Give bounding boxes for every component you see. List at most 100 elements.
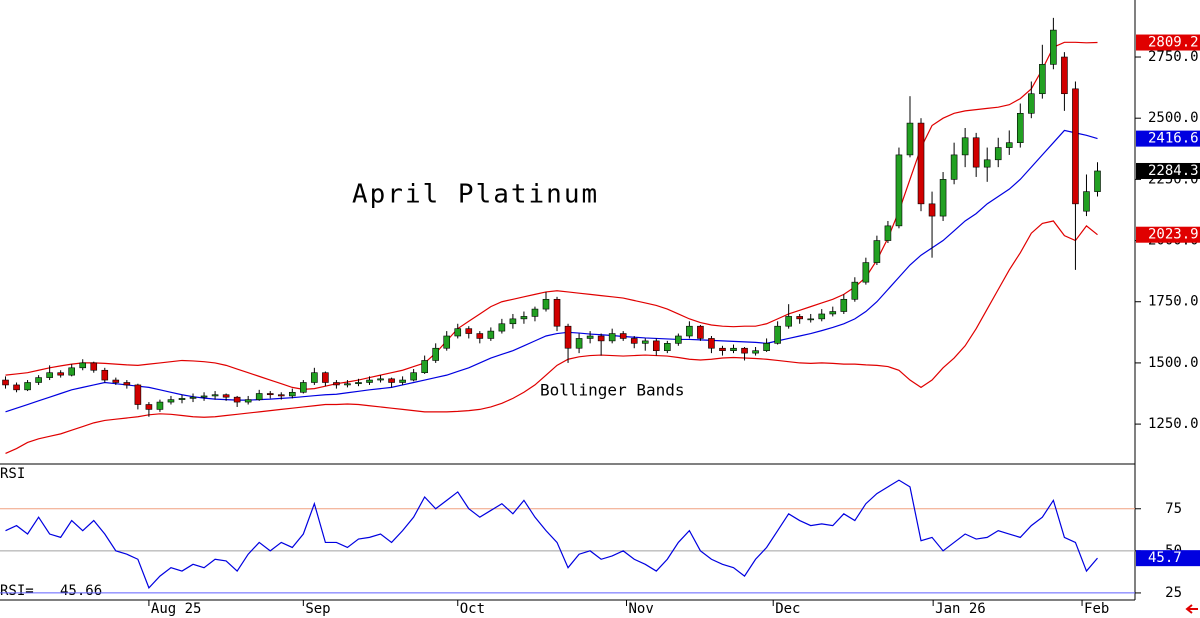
rsi-readout-value: 45.66 [60,583,102,599]
candle-body [2,379,9,386]
candle-body [873,240,881,263]
close-last-label: 2284.3 [1148,163,1199,179]
candle-body [156,401,164,410]
candle-body [586,335,594,339]
rsi-readout-label: RSI= [0,583,34,599]
y-tick-label: 25 [1165,585,1182,601]
candle-body [619,333,627,339]
candle-body [399,379,406,383]
candle-body [730,347,737,351]
candle-body [652,340,660,351]
candle-body [1072,88,1079,205]
candle-body [928,203,936,217]
bollinger-band [5,220,1098,455]
rsi-last-box [1136,550,1200,567]
candle-body [575,338,583,349]
candle-body [35,377,42,383]
y-tick-label: 1750.0 [1148,294,1199,310]
candle-body [840,298,848,312]
candle-body [531,308,539,317]
candle-body [366,379,373,383]
candle-body [708,338,715,349]
candle-body [244,399,252,403]
candle-body [90,362,98,371]
x-tick-label: Nov [629,601,654,617]
candle-body [288,391,296,397]
candle-body [487,330,495,339]
candle-body [1005,142,1013,148]
candle-body [145,404,153,410]
candle-body [851,281,859,300]
candle-body [1039,64,1046,95]
candle-body [1016,113,1024,143]
candle-body [112,379,120,383]
y-tick-label: 1500.0 [1148,355,1199,371]
candle-body [862,262,870,283]
x-tick-label: Feb [1084,601,1109,617]
candle-body [630,338,638,344]
band-last-label: 2023.9 [1148,227,1199,243]
candle-body [454,328,462,337]
close-last-box [1136,162,1200,179]
candle-body [686,325,693,337]
candle-body [200,395,208,398]
y-tick-label: 75 [1165,501,1182,517]
candle-body [697,325,704,339]
candle-body [906,122,914,156]
x-tick-label: Sep [305,601,330,617]
candle-body [465,328,473,334]
candle-body [818,313,826,320]
candle-body [895,154,903,227]
x-tick-label: Oct [460,601,485,617]
bollinger-band [5,129,1098,413]
candle-body [950,154,958,180]
candle-body [972,137,980,168]
candle-body [763,343,770,351]
band-last-box [1136,34,1200,51]
candle-body [388,378,395,383]
candle-body [300,382,307,393]
x-tick-label: Dec [775,601,800,617]
rsi-last-label: 45.7 [1148,550,1182,566]
candle-body [983,159,991,168]
candle-body [1094,170,1101,192]
candle-body [752,350,759,354]
candle-body [13,384,20,391]
candle-body [255,393,263,400]
candle-body [57,372,64,376]
candle-body [344,383,351,386]
band-last-box [1136,130,1200,147]
bollinger-band [5,41,1098,390]
candle-body [520,316,528,320]
candle-body [1061,56,1068,95]
candle-body [785,316,792,327]
y-tick-label: 2500.0 [1148,110,1199,126]
y-tick-label: 1250.0 [1148,416,1199,432]
candle-body [178,398,186,400]
candle-body [355,382,362,385]
band-last-label: 2416.6 [1148,131,1199,147]
band-last-label: 2809.2 [1148,35,1199,51]
candle-body [664,343,671,351]
candle-body [167,399,175,403]
candle-body [134,384,142,405]
candle-body [939,179,947,217]
candle-body [233,396,241,403]
candle-body [917,122,925,205]
candle-body [884,225,892,241]
x-tick-label: Jan 26 [935,601,986,617]
candle-body [443,335,451,349]
candle-body [222,394,230,398]
candle-body [476,333,484,339]
scroll-arrow[interactable] [1185,604,1198,614]
candle-body [101,369,109,381]
candle-body [509,318,517,325]
candle-body [961,137,969,156]
candle-body [24,382,31,391]
candle-body [553,298,561,327]
annotation: Bollinger Bands [540,381,685,400]
rsi-name: RSI [0,466,25,482]
candle-body [597,335,605,342]
rsi-line [5,479,1098,589]
